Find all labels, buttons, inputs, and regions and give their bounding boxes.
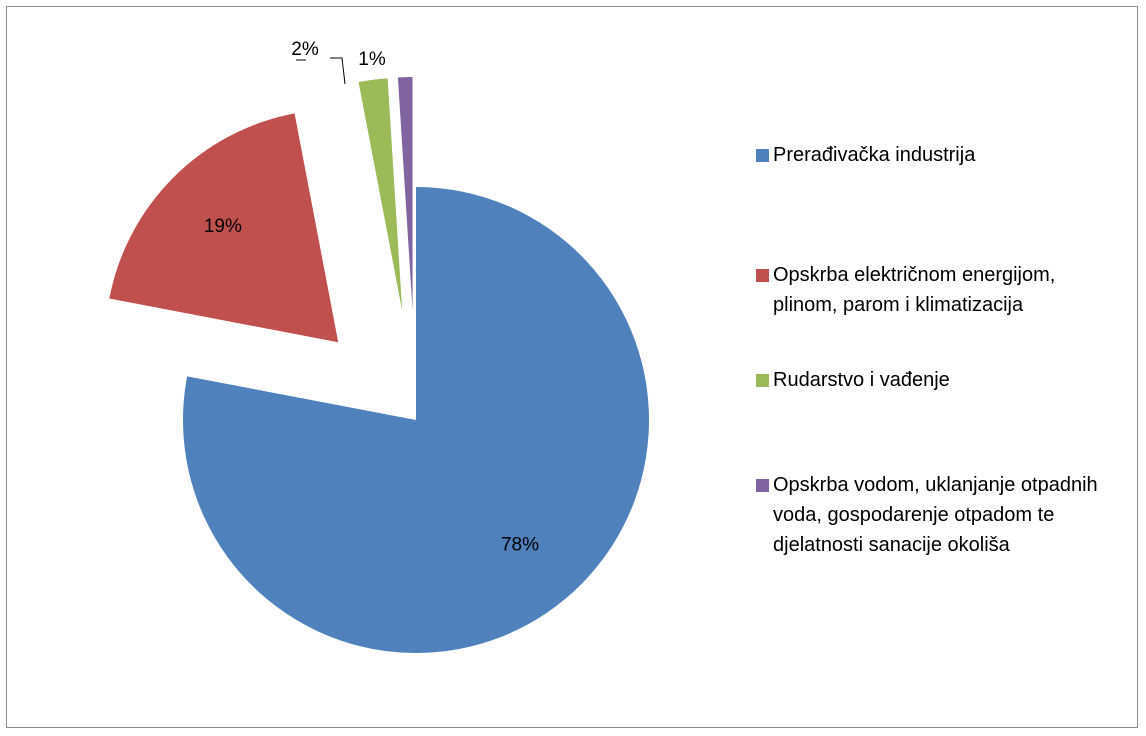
- leader-line: [330, 57, 346, 85]
- legend-swatch: [756, 479, 769, 492]
- legend-label: Prerađivačka industrija: [773, 144, 976, 166]
- legend-swatch: [756, 149, 769, 162]
- data-label: 1%: [358, 49, 386, 70]
- data-label: 19%: [204, 216, 242, 237]
- legend-item: Rudarstvo i vađenje: [756, 365, 1133, 395]
- pie-slice: [182, 187, 649, 653]
- legend-swatch: [756, 269, 769, 282]
- legend-label: Opskrba električnom energijom, plinom, p…: [773, 264, 1056, 316]
- data-label: 2%: [291, 39, 319, 60]
- legend-item: Prerađivačka industrija: [756, 140, 1133, 170]
- legend-label: Rudarstvo i vađenje: [773, 369, 950, 391]
- legend-item: Opskrba električnom energijom, plinom, p…: [756, 260, 1103, 320]
- data-label: 78%: [501, 535, 539, 556]
- legend-swatch: [756, 374, 769, 387]
- pie-slice: [358, 78, 403, 311]
- chart-frame: [6, 6, 1138, 728]
- pie-slice: [109, 113, 339, 343]
- pie-slice: [397, 77, 413, 311]
- legend-label: Opskrba vodom, uklanjanje otpadnih voda,…: [773, 474, 1098, 556]
- legend-item: Opskrba vodom, uklanjanje otpadnih voda,…: [756, 470, 1098, 560]
